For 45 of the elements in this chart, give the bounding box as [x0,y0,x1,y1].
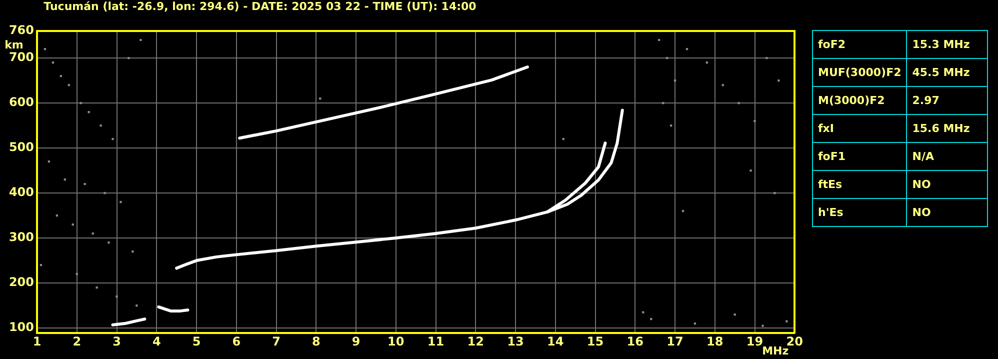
y-axis-title: km [4,38,24,52]
text: M(3000)F2 [812,86,907,114]
text: 15.3 MHz [906,30,988,58]
y-tick-label: 500 [8,140,34,154]
y-tick-label: 600 [8,95,34,110]
x-tick-label: 13 [507,334,524,348]
text: h'Es [812,198,907,226]
x-tick-label: 9 [352,334,360,348]
y-tick-label: 300 [8,230,34,244]
x-tick-label: 4 [152,334,161,348]
y-tick-label: 700 [8,50,34,64]
x-tick-label: 17 [666,334,684,348]
text: fxI [812,114,907,142]
text: NO [906,170,988,198]
y-tick-label: 760 [8,23,34,38]
x-tick-label: 20 [786,334,803,348]
y-tick-label: 200 [8,275,34,290]
x-tick-label: 3 [112,334,121,348]
x-tick-label: 15 [586,334,604,348]
y-tick-label: 100 [8,320,34,334]
x-tick-label: 10 [388,334,404,348]
text: N/A [906,142,988,170]
x-tick-label: 16 [626,334,644,348]
x-tick-label: 5 [192,334,201,348]
y-tick-label: 400 [8,185,34,200]
text: MUF(3000)F2 [812,58,907,86]
text: foF2 [812,30,907,58]
text: 45.5 MHz [906,58,988,86]
chart-title: Tucumán (lat: -26.9, lon: 294.6) - DATE: 2025 03 22 - TIME (UT): 14:00 [42,0,478,14]
x-tick-label: 19 [746,334,764,348]
text: 15.6 MHz [906,114,988,142]
x-tick-label: 11 [427,334,444,348]
x-tick-label: 18 [706,334,724,348]
x-tick-label: 6 [232,334,241,348]
text: NO [906,198,988,226]
x-axis-title: MHz [762,344,789,358]
text: 2.97 [906,86,988,114]
x-tick-label: 7 [272,334,280,348]
x-tick-label: 14 [547,334,564,348]
x-tick-label: 1 [32,334,42,348]
text: ftEs [812,170,907,198]
text: foF1 [812,142,907,170]
x-tick-label: 8 [312,334,320,348]
x-tick-label: 12 [467,334,484,348]
x-tick-label: 2 [72,334,82,348]
